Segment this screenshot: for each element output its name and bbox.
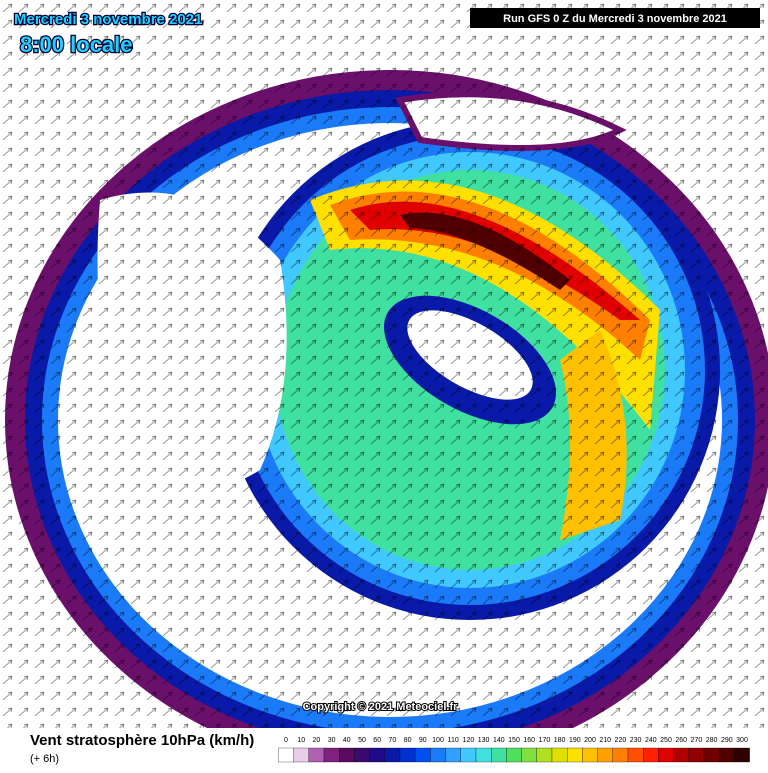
legend-swatch	[491, 747, 507, 763]
legend-swatch	[734, 747, 750, 763]
copyright: Copyright © 2021 Meteociel.fr	[303, 701, 459, 713]
legend-swatch	[415, 747, 431, 763]
legend-swatch	[703, 747, 720, 763]
legend-tick-label: 190	[569, 737, 581, 744]
legend-tick-label: 110	[448, 737, 459, 744]
legend-tick-label: 130	[478, 737, 490, 744]
legend-swatch	[475, 747, 492, 763]
legend-tick-label: 40	[343, 737, 351, 744]
legend-tick-label: 30	[328, 737, 336, 744]
legend-tick-label: 210	[599, 737, 611, 744]
legend-tick-label: 290	[721, 737, 733, 744]
legend-tick-label: 100	[432, 737, 444, 744]
legend-tick-label: 20	[313, 737, 321, 744]
legend-tick-label: 10	[297, 737, 305, 744]
legend-swatch	[612, 747, 629, 763]
legend-swatch	[384, 747, 401, 763]
legend-tick-label: 0	[284, 737, 288, 744]
run-info: Run GFS 0 Z du Mercredi 3 novembre 2021	[503, 13, 727, 25]
legend-swatch	[627, 747, 644, 763]
legend-tick-label: 80	[404, 737, 412, 744]
legend-swatch	[567, 747, 583, 763]
legend-swatch	[354, 747, 370, 763]
legend-tick-label: 140	[493, 737, 505, 744]
legend-tick-label: 120	[463, 737, 475, 744]
legend-tick-label: 240	[645, 737, 657, 744]
legend-swatch	[278, 747, 294, 763]
legend-swatch	[399, 747, 416, 763]
legend-swatch	[339, 747, 355, 763]
legend-tick-label: 60	[373, 737, 381, 744]
legend-tick-label: 160	[523, 737, 535, 744]
footer-title: Vent stratosphère 10hPa (km/h)	[30, 732, 254, 749]
legend-tick-label: 220	[615, 737, 627, 744]
legend-tick-label: 200	[584, 737, 596, 744]
legend-tick-label: 270	[691, 737, 703, 744]
footer-lead: (+ 6h)	[30, 753, 59, 765]
legend-swatch	[688, 747, 705, 763]
legend-swatch	[536, 747, 553, 763]
legend-swatch	[582, 747, 598, 763]
legend-swatch	[308, 747, 325, 763]
legend-swatch	[323, 747, 340, 763]
wind-field	[0, 0, 768, 728]
legend-swatch	[293, 747, 309, 763]
legend-tick-label: 170	[539, 737, 551, 744]
legend-swatch	[369, 747, 385, 763]
run-box	[470, 8, 760, 28]
legend-swatch	[430, 747, 446, 763]
legend-swatch	[658, 747, 674, 763]
legend-tick-label: 260	[675, 737, 687, 744]
legend-swatch	[445, 747, 461, 763]
legend-swatch	[597, 747, 613, 763]
legend-swatch	[719, 747, 735, 763]
legend-tick-label: 70	[389, 737, 397, 744]
legend-tick-label: 230	[630, 737, 642, 744]
time: 8:00 locale	[20, 32, 133, 57]
legend-tick-label: 50	[358, 737, 366, 744]
legend-swatch	[643, 747, 659, 763]
legend-swatch	[521, 747, 537, 763]
legend-tick-label: 300	[736, 737, 748, 744]
legend-swatch	[460, 747, 477, 763]
legend-tick-label: 280	[706, 737, 718, 744]
legend-swatch	[673, 747, 689, 763]
legend-swatch	[506, 747, 522, 763]
color-legend: 0 10 20 30 40 50 60 70 80 90 100 110 120 130 140 150 160…	[278, 737, 750, 763]
legend-tick-label: 90	[419, 737, 427, 744]
date: Mercredi 3 novembre 2021	[14, 11, 202, 28]
legend-swatch	[551, 747, 568, 763]
legend-tick-label: 250	[660, 737, 672, 744]
legend-tick-label: 180	[554, 737, 566, 744]
legend-tick-label: 150	[508, 737, 520, 744]
